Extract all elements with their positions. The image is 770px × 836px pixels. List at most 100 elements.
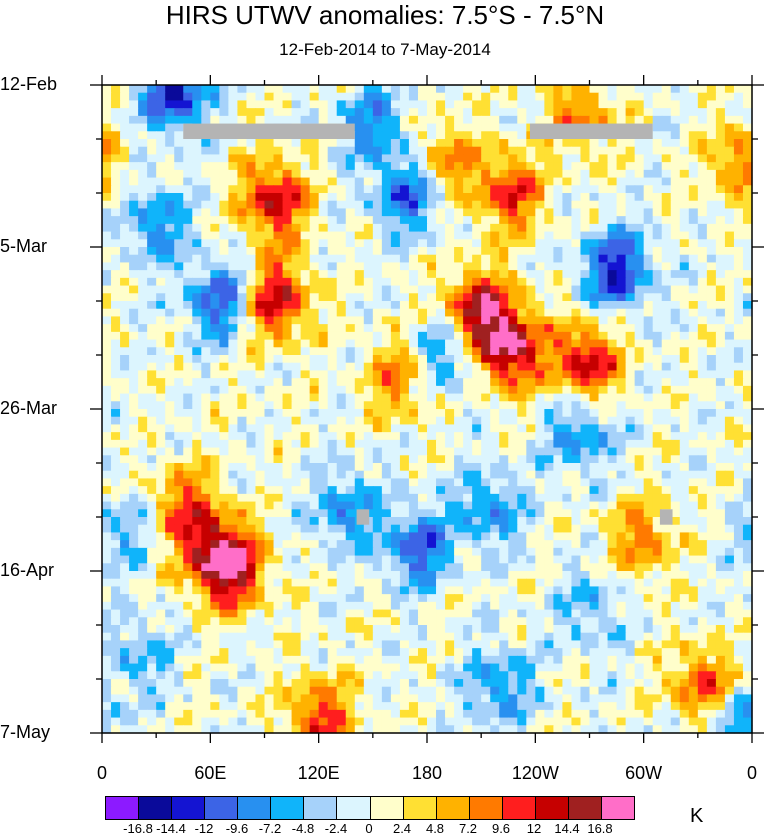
heatmap-cell (327, 216, 338, 225)
heatmap-cell (156, 355, 166, 364)
heatmap-cell (463, 571, 473, 580)
heatmap-cell (138, 370, 148, 379)
heatmap-cell (562, 540, 573, 549)
heatmap-cell (652, 208, 663, 217)
heatmap-cell (300, 92, 311, 102)
heatmap-cell (318, 393, 329, 402)
heatmap-cell (490, 185, 500, 194)
heatmap-cell (201, 308, 211, 318)
heatmap-cell (111, 85, 121, 94)
heatmap-cell (417, 439, 428, 449)
heatmap-cell (742, 385, 753, 395)
heatmap-cell (381, 601, 392, 611)
heatmap-cell (607, 308, 618, 318)
heatmap-cell (165, 447, 175, 456)
heatmap-cell (228, 254, 239, 264)
heatmap-cell (661, 131, 672, 140)
heatmap-cell (354, 439, 365, 449)
heatmap-cell (399, 208, 410, 217)
heatmap-cell (697, 324, 708, 333)
heatmap-cell (742, 486, 753, 495)
heatmap-cell (273, 470, 284, 480)
heatmap-cell (535, 524, 545, 534)
heatmap-cell (634, 347, 645, 356)
heatmap-cell (102, 571, 112, 580)
heatmap-cell (120, 254, 130, 264)
heatmap-cell (715, 301, 726, 310)
heatmap-cell (454, 231, 464, 240)
heatmap-cell (607, 239, 618, 248)
heatmap-cell (192, 285, 202, 294)
heatmap-cell (517, 223, 527, 233)
heatmap-cell (300, 571, 311, 580)
heatmap-cell (300, 609, 311, 618)
heatmap-cell (345, 509, 356, 518)
heatmap-cell (616, 547, 627, 557)
heatmap-cell (381, 563, 392, 572)
heatmap-cell (327, 262, 338, 271)
heatmap-cell (688, 216, 699, 225)
heatmap-cell (201, 223, 211, 233)
heatmap-cell (201, 316, 211, 325)
heatmap-cell (102, 424, 112, 433)
heatmap-cell (237, 370, 248, 379)
heatmap-cell (463, 609, 473, 618)
heatmap-cell (192, 169, 202, 179)
heatmap-cell (733, 115, 744, 125)
heatmap-cell (697, 108, 708, 117)
heatmap-cell (147, 355, 157, 364)
heatmap-cell (336, 486, 347, 495)
heatmap-cell (102, 409, 112, 418)
heatmap-cell (499, 285, 509, 294)
heatmap-cell (273, 509, 284, 518)
heatmap-cell (580, 478, 591, 487)
heatmap-cell (544, 301, 554, 310)
heatmap-cell (237, 216, 248, 225)
heatmap-cell (445, 231, 455, 240)
heatmap-cell (661, 200, 672, 210)
heatmap-cell (183, 439, 193, 449)
heatmap-cell (237, 254, 248, 264)
heatmap-cell (706, 270, 717, 279)
heatmap-cell (580, 285, 591, 294)
heatmap-cell (201, 601, 211, 611)
heatmap-cell (156, 146, 166, 156)
heatmap-cell (598, 231, 609, 240)
heatmap-cell (381, 239, 392, 248)
heatmap-cell (625, 424, 636, 433)
heatmap-cell (165, 301, 175, 310)
heatmap-cell (102, 378, 112, 387)
heatmap-cell (318, 439, 329, 449)
heatmap-cell (517, 493, 527, 503)
heatmap-cell (481, 285, 491, 294)
heatmap-cell (255, 193, 266, 202)
heatmap-cell (336, 509, 347, 518)
heatmap-cell (562, 100, 573, 109)
heatmap-cell (535, 92, 545, 102)
heatmap-cell (255, 447, 266, 456)
heatmap-cell (625, 524, 636, 534)
heatmap-cell (318, 524, 329, 534)
heatmap-cell (354, 162, 365, 171)
heatmap-cell (318, 208, 329, 217)
heatmap-cell (679, 439, 690, 449)
heatmap-cell (237, 193, 248, 202)
heatmap-cell (255, 239, 266, 248)
heatmap-cell (282, 416, 293, 426)
heatmap-cell (174, 115, 184, 125)
heatmap-cell (111, 339, 121, 348)
heatmap-cell (282, 355, 293, 364)
heatmap-cell (562, 239, 573, 248)
heatmap-cell (508, 331, 518, 341)
heatmap-cell (724, 177, 735, 186)
heatmap-cell (102, 362, 112, 372)
heatmap-cell (147, 401, 157, 410)
heatmap-cell (688, 586, 699, 595)
heatmap-cell (147, 385, 157, 395)
heatmap-cell (445, 254, 455, 264)
heatmap-cell (670, 146, 681, 156)
heatmap-cell (508, 378, 518, 387)
heatmap-cell (436, 501, 446, 510)
heatmap-cell (535, 324, 545, 333)
heatmap-cell (381, 509, 392, 518)
